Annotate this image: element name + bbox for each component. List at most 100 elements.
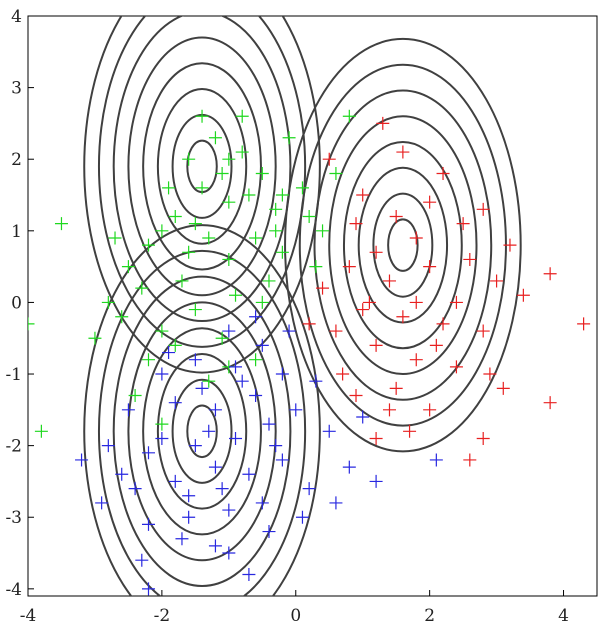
scatter-point (135, 281, 149, 295)
scatter-point (356, 188, 370, 202)
scatter-point (543, 267, 557, 281)
scatter-point (269, 202, 283, 216)
contour-ring (156, 352, 248, 510)
scatter-point (275, 367, 289, 381)
scatter-point (409, 295, 423, 309)
contour-ring (328, 115, 478, 376)
scatter-point (75, 453, 89, 467)
scatter-point (577, 317, 591, 331)
scatter-point (255, 167, 269, 181)
scatter-point (342, 460, 356, 474)
contour-ring (97, 16, 307, 348)
scatter-point (128, 482, 142, 496)
scatter-point (403, 424, 417, 438)
x-axis-ticks: -4 -2 0 2 4 (20, 590, 569, 626)
scatter-point (168, 396, 182, 410)
scatter-point (229, 360, 243, 374)
scatter-point (249, 310, 263, 324)
scatter-point (168, 474, 182, 488)
y-axis-ticks: 4 3 2 1 0 -1 -2 -3 -4 (5, 7, 34, 600)
scatter-point (155, 324, 169, 338)
scatter-point (302, 317, 316, 331)
contour-ring (387, 218, 419, 272)
scatter-point (463, 453, 477, 467)
scatter-point (215, 167, 229, 181)
scatter-point (349, 217, 363, 231)
scatter-point (356, 303, 370, 317)
scatter-point (208, 131, 222, 145)
scatter-point (255, 338, 269, 352)
scatter-point (269, 439, 283, 453)
scatter-point (222, 546, 236, 560)
scatter-point (436, 167, 450, 181)
scatter-point (269, 224, 283, 238)
scatter-point (175, 532, 189, 546)
contour-ring (127, 301, 277, 562)
scatter-point (175, 274, 189, 288)
scatter-point (141, 446, 155, 460)
scatter-point (436, 317, 450, 331)
scatter-point (476, 324, 490, 338)
scatter-point (329, 167, 343, 181)
y-tick-label: -4 (5, 580, 22, 600)
scatter-point (249, 353, 263, 367)
scatter-point (202, 374, 216, 388)
contour-ring (284, 37, 522, 453)
x-tick-label: -4 (20, 606, 37, 626)
contour-ring (156, 88, 248, 245)
scatter-point (543, 396, 557, 410)
scatter-point (369, 245, 383, 259)
scatter-point (188, 353, 202, 367)
scatter-point (342, 260, 356, 274)
scatter-point (182, 489, 196, 503)
scatter-point (88, 331, 102, 345)
scatter-point (222, 503, 236, 517)
scatter-point (222, 324, 236, 338)
scatter-point (188, 439, 202, 453)
scatter-point (188, 217, 202, 231)
y-tick-label: 4 (11, 7, 22, 27)
scatter-point (322, 152, 336, 166)
scatter-point (195, 109, 209, 123)
scatter-point (423, 195, 437, 209)
scatter-point (429, 338, 443, 352)
x-tick-label: 2 (424, 606, 435, 626)
contour-ring (112, 16, 292, 322)
scatter-point (168, 338, 182, 352)
x-tick-label: -2 (154, 606, 171, 626)
scatter-point (316, 224, 330, 238)
scatter-point (215, 482, 229, 496)
scatter-point (349, 389, 363, 403)
contour-ring (313, 89, 493, 401)
scatter-point (101, 439, 115, 453)
scatter-point (235, 109, 249, 123)
scatter-point (54, 217, 68, 231)
scatter-point (188, 303, 202, 317)
scatter-point (242, 467, 256, 481)
scatter-point (423, 403, 437, 417)
scatter-point (255, 295, 269, 309)
scatter-point (95, 496, 109, 510)
scatter-point (516, 288, 530, 302)
y-tick-label: 1 (11, 222, 22, 242)
scatter-point (476, 431, 490, 445)
scatter-point (275, 188, 289, 202)
scatter-point (202, 231, 216, 245)
scatter-point (309, 374, 323, 388)
scatter-point (302, 482, 316, 496)
scatter-point (275, 453, 289, 467)
scatter-point (208, 460, 222, 474)
scatter-point (208, 403, 222, 417)
scatter-point (208, 539, 222, 553)
scatter-point (476, 202, 490, 216)
scatter-point (222, 152, 236, 166)
scatter-point (115, 310, 129, 324)
scatter-point (316, 281, 330, 295)
scatter-point (295, 510, 309, 524)
scatter-point (162, 181, 176, 195)
contour-ring (142, 327, 262, 536)
scatter-point (242, 568, 256, 582)
scatter-point (242, 188, 256, 202)
scatter-point (155, 224, 169, 238)
contour-ring (112, 275, 292, 587)
